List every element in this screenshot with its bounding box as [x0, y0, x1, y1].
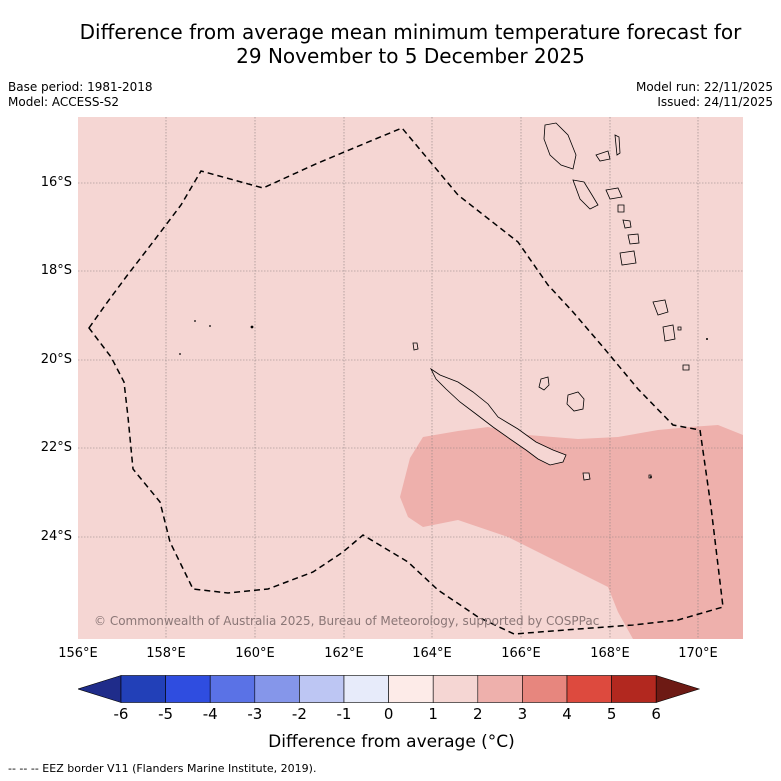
colorbar-segment	[299, 675, 345, 703]
lat-label-22s: 22°S	[40, 440, 72, 455]
vanuatu-malakula	[572, 179, 599, 210]
coastlines	[412, 122, 690, 481]
colorbar-segment	[477, 675, 523, 703]
copyright-notice: © Commonwealth of Australia 2025, Bureau…	[94, 614, 600, 628]
colorbar	[78, 675, 701, 703]
colorbar-extend-low	[78, 675, 122, 703]
colorbar-segment	[522, 675, 568, 703]
vanuatu-shepherd	[622, 219, 632, 229]
vanuatu-espiritu-santo	[543, 122, 577, 170]
graticule	[78, 117, 743, 639]
lon-label-168e: 168°E	[590, 646, 630, 661]
lon-label-160e: 160°E	[235, 646, 275, 661]
vanuatu-ambrym	[605, 187, 623, 200]
colorbar-segment	[566, 675, 612, 703]
new-caledonia-island	[429, 367, 567, 466]
colorbar-tick-label: -4	[202, 705, 218, 723]
colorbar-tick-label: -3	[247, 705, 263, 723]
colorbar-tick-label: -1	[336, 705, 352, 723]
colorbar-segment	[343, 675, 389, 703]
colorbar-segment	[165, 675, 211, 703]
colorbar-segment	[388, 675, 434, 703]
colorbar-tick-label: 3	[517, 705, 528, 723]
base-period: Base period: 1981-2018	[8, 80, 153, 94]
map-panel: © Commonwealth of Australia 2025, Bureau…	[78, 117, 743, 639]
map-svg	[78, 117, 743, 639]
chart-title: Difference from average mean minimum tem…	[0, 20, 781, 68]
lat-label-24s: 24°S	[40, 529, 72, 544]
loyalty-island-lifou	[566, 391, 585, 412]
islet-d	[677, 326, 682, 331]
colorbar-tick-label: 1	[428, 705, 438, 723]
eez-legend-footnote: -- -- -- EEZ border V11 (Flanders Marine…	[8, 762, 317, 775]
warm-anomaly-region	[400, 425, 743, 639]
lat-label-20s: 20°S	[40, 352, 72, 367]
colorbar-tick-label: 2	[473, 705, 483, 723]
colorbar-tick-label: 4	[562, 705, 572, 723]
colorbar-segment	[254, 675, 300, 703]
colorbar-segment	[611, 675, 657, 703]
colorbar-tick-label: -5	[158, 705, 174, 723]
colorbar-segment	[432, 675, 479, 703]
title-line-2: 29 November to 5 December 2025	[236, 44, 585, 68]
title-line-1: Difference from average mean minimum tem…	[79, 20, 742, 44]
colorbar-tick-label: 6	[651, 705, 661, 723]
islet-a	[412, 342, 419, 351]
lon-label-166e: 166°E	[501, 646, 541, 661]
colorbar-title: Difference from average (°C)	[268, 732, 515, 752]
islet-c	[682, 364, 690, 371]
vanuatu-epi	[617, 204, 625, 213]
lon-label-164e: 164°E	[412, 646, 452, 661]
lon-label-156e: 156°E	[58, 646, 98, 661]
colorbar-tick-label: 0	[383, 705, 394, 723]
model-run: Model run: 22/11/2025	[635, 80, 773, 94]
colorbar-tick-label: -6	[113, 705, 129, 723]
colorbar-extend-high	[655, 675, 701, 703]
meta-right: Model run: 22/11/2025 Issued: 24/11/2025	[636, 80, 773, 110]
eez-border	[88, 127, 724, 635]
vanuatu-erromango	[619, 250, 637, 266]
vanuatu-maewo	[614, 134, 621, 156]
colorbar-tick-label: 5	[606, 705, 617, 723]
vanuatu-efate	[627, 233, 640, 245]
lat-label-16s: 16°S	[40, 175, 72, 190]
vanuatu-malo	[595, 150, 611, 162]
colorbar-tick-label: -2	[291, 705, 307, 723]
issued-date: Issued: 24/11/2025	[657, 95, 773, 109]
lon-label-162e: 162°E	[324, 646, 364, 661]
lat-label-18s: 18°S	[40, 263, 72, 278]
small-islets	[179, 320, 708, 478]
loyalty-island-mare	[582, 472, 591, 481]
colorbar-segment	[209, 675, 256, 703]
colorbar-segments	[78, 675, 701, 703]
vanuatu-aneityum	[662, 324, 676, 342]
colorbar-segment	[120, 675, 166, 703]
lon-label-170e: 170°E	[678, 646, 718, 661]
meta-left: Base period: 1981-2018 Model: ACCESS-S2	[8, 80, 153, 110]
lon-label-158e: 158°E	[146, 646, 186, 661]
vanuatu-tanna	[652, 299, 669, 316]
model-name: Model: ACCESS-S2	[8, 95, 120, 109]
loyalty-island-ouvea	[538, 376, 550, 391]
